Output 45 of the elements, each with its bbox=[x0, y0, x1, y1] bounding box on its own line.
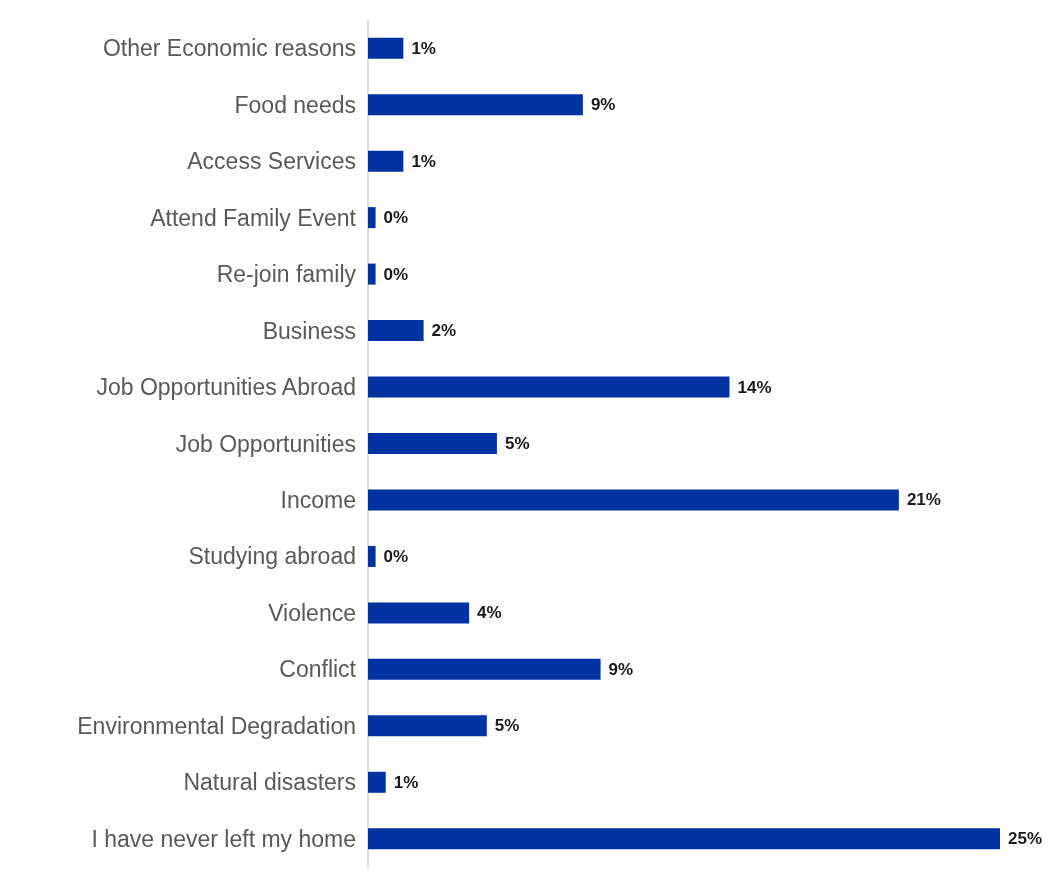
bar bbox=[368, 433, 497, 454]
y-tick-label: Income bbox=[280, 486, 356, 513]
bar bbox=[368, 94, 583, 116]
y-tick-label: Food needs bbox=[234, 91, 356, 118]
data-label: 2% bbox=[431, 321, 457, 341]
data-label: 21% bbox=[906, 490, 941, 510]
data-label: 5% bbox=[504, 434, 530, 453]
data-label: 0% bbox=[383, 264, 409, 284]
bar bbox=[368, 376, 730, 398]
y-tick-label: Attend Family Event bbox=[150, 204, 357, 231]
y-tick-label: I have never left my home bbox=[91, 825, 356, 852]
y-tick-label: Environmental Degradation bbox=[77, 712, 356, 739]
y-tick-label: Other Economic reasons bbox=[102, 35, 356, 62]
y-tick-label: Job Opportunities bbox=[175, 430, 356, 457]
y-tick-label: Access Services bbox=[187, 148, 356, 175]
data-label: 25% bbox=[1008, 829, 1043, 849]
bar bbox=[368, 715, 487, 737]
bar bbox=[368, 150, 404, 172]
data-label: 0% bbox=[383, 208, 409, 228]
y-tick-label: Violence bbox=[268, 599, 356, 626]
data-label: 0% bbox=[383, 546, 409, 566]
bar bbox=[368, 602, 470, 624]
y-tick-label: Conflict bbox=[279, 656, 357, 683]
bar bbox=[368, 771, 386, 793]
data-label: 4% bbox=[477, 603, 502, 623]
bar bbox=[368, 545, 376, 567]
data-label: 1% bbox=[411, 38, 436, 58]
bar bbox=[368, 207, 376, 229]
bar bbox=[368, 828, 1000, 850]
bar bbox=[368, 658, 601, 680]
bar bbox=[368, 263, 376, 285]
bar bbox=[368, 320, 424, 342]
bar bbox=[368, 37, 404, 59]
bar bbox=[368, 489, 899, 511]
y-tick-label: Natural disasters bbox=[183, 769, 356, 796]
y-tick-label: Business bbox=[262, 317, 356, 344]
data-label: 14% bbox=[737, 377, 772, 397]
data-label: 1% bbox=[411, 151, 436, 171]
data-label: 9% bbox=[590, 95, 616, 115]
data-label: 5% bbox=[494, 716, 520, 736]
data-label: 9% bbox=[608, 659, 634, 679]
y-tick-label: Re-join family bbox=[216, 261, 357, 288]
y-tick-label: Job Opportunities Abroad bbox=[96, 374, 356, 401]
data-label: 1% bbox=[393, 772, 419, 792]
y-tick-label: Studying abroad bbox=[188, 543, 356, 570]
